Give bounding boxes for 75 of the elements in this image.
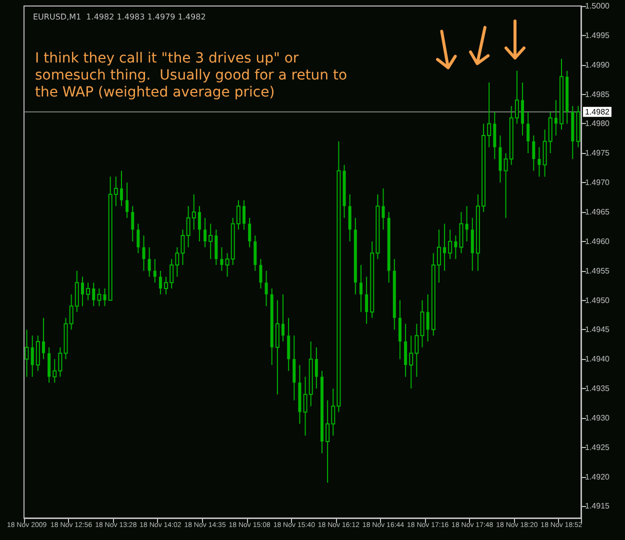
candlestick (97, 288, 102, 307)
y-tick-label: 1.4960 (585, 236, 610, 246)
candlestick (404, 323, 408, 378)
y-tick-label: 1.4955 (585, 266, 610, 276)
y-tick-label: 1.4920 (585, 472, 610, 482)
candlestick (120, 170, 123, 207)
candlestick (264, 270, 268, 307)
y-tick-label: 1.4915 (585, 502, 610, 511)
candlestick (80, 276, 84, 307)
y-tick-label: 1.4950 (585, 296, 610, 305)
y-tick-label: 1.4990 (585, 60, 610, 70)
candlestick (86, 282, 90, 301)
candlestick (259, 258, 262, 289)
candlestick (532, 134, 536, 172)
candlestick (348, 194, 352, 242)
candlestick (242, 200, 246, 230)
y-tick-label: 1.4935 (585, 384, 610, 394)
candlestick (208, 223, 213, 260)
y-tick-label: 1.4965 (585, 207, 610, 216)
candlestick (459, 211, 464, 254)
candlestick (426, 294, 430, 342)
y-tick-label: 1.4980 (585, 119, 610, 128)
candlestick (148, 246, 151, 278)
candlestick (470, 217, 474, 272)
candlestick (382, 188, 385, 230)
y-tick-label: 1.4995 (585, 30, 610, 40)
y-tick-label: 1.4945 (585, 325, 610, 334)
candlestick (254, 235, 257, 272)
candlestick (292, 335, 296, 401)
candlestick (287, 317, 290, 372)
candlestick (204, 217, 207, 248)
y-tick-label: 1.4930 (585, 413, 610, 422)
y-tick-label: 1.4925 (585, 442, 610, 452)
candlestick (131, 206, 134, 242)
candlestick (526, 111, 530, 154)
y-tick-label: 1.4940 (585, 354, 610, 364)
candlestick (398, 300, 402, 360)
candlestick (282, 294, 285, 342)
candlestick (554, 100, 558, 136)
y-tick-label: 1.4975 (585, 148, 610, 158)
candlestick (42, 317, 45, 360)
candlestick (538, 146, 541, 178)
candlestick (465, 206, 468, 242)
annotation: I think they call it "the 3 drives up" or somesuch thing. Usually good for a retun to the WAP (weighted average price) (35, 50, 348, 100)
candlestick (153, 258, 156, 284)
candlestick (359, 264, 362, 313)
candlestick (498, 134, 502, 184)
candlestick (521, 82, 524, 136)
y-tick-label: 1.4970 (585, 178, 610, 188)
candlestick (30, 335, 34, 378)
candlestick (420, 300, 424, 348)
candlestick (448, 229, 452, 260)
candlestick (214, 229, 218, 266)
candlestick (103, 288, 106, 307)
candlestick (36, 335, 40, 372)
candlestick (126, 182, 129, 218)
candlestick (136, 223, 140, 254)
candlestick (92, 282, 96, 307)
candlestick (220, 246, 224, 272)
candlestick (142, 235, 146, 272)
candlestick (443, 223, 446, 272)
candlestick (48, 346, 51, 384)
candlestick (248, 217, 252, 248)
y-tick-label: 1.5000 (585, 2, 610, 10)
candlestick (454, 235, 458, 260)
text: EURUSD,M1 1.4982 1.4983 1.4979 1.4982 (33, 12, 206, 22)
candlestick (365, 276, 368, 324)
y-tick-label: 1.4985 (585, 90, 610, 99)
candlestick (275, 300, 280, 395)
candlestick (493, 111, 496, 160)
candlestick (198, 206, 201, 242)
candlestick (158, 270, 162, 295)
candlestick (24, 329, 29, 378)
candlestick (314, 346, 318, 390)
ref-line-label: 1.4982 (585, 107, 610, 116)
